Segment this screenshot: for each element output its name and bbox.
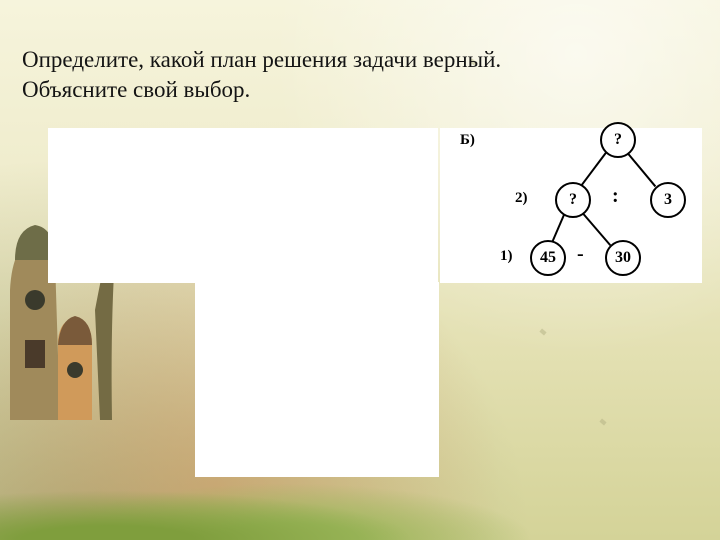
tree-node-bot-l: 45 <box>530 240 566 276</box>
panel-option-a <box>48 128 438 283</box>
decoration-speck <box>539 329 546 336</box>
tree-edge <box>581 151 607 185</box>
tree-row-label-mid: 2) <box>515 190 528 207</box>
panel-option-c <box>195 282 439 477</box>
diagram-b-label: Б) <box>460 132 475 149</box>
tree-node-top: ? <box>600 122 636 158</box>
tree-edge <box>552 214 565 242</box>
question-line-1: Определите, какой план решения задачи ве… <box>22 45 690 75</box>
tree-op-bot: - <box>577 243 584 266</box>
tree-op-mid: : <box>612 185 619 208</box>
tree-edge <box>626 152 656 187</box>
tree-edge <box>582 212 611 246</box>
tree-node-mid-l: ? <box>555 182 591 218</box>
tree-node-mid-r: 3 <box>650 182 686 218</box>
question-text: Определите, какой план решения задачи ве… <box>22 45 690 105</box>
tree-node-bot-r: 30 <box>605 240 641 276</box>
tree-row-label-bot: 1) <box>500 248 513 265</box>
slide: Определите, какой план решения задачи ве… <box>0 0 720 540</box>
diagram-b: Б) ? ? 3 45 30 : - 2) 1) <box>460 120 710 290</box>
decoration-speck <box>599 419 606 426</box>
question-line-2: Объясните свой выбор. <box>22 75 690 105</box>
